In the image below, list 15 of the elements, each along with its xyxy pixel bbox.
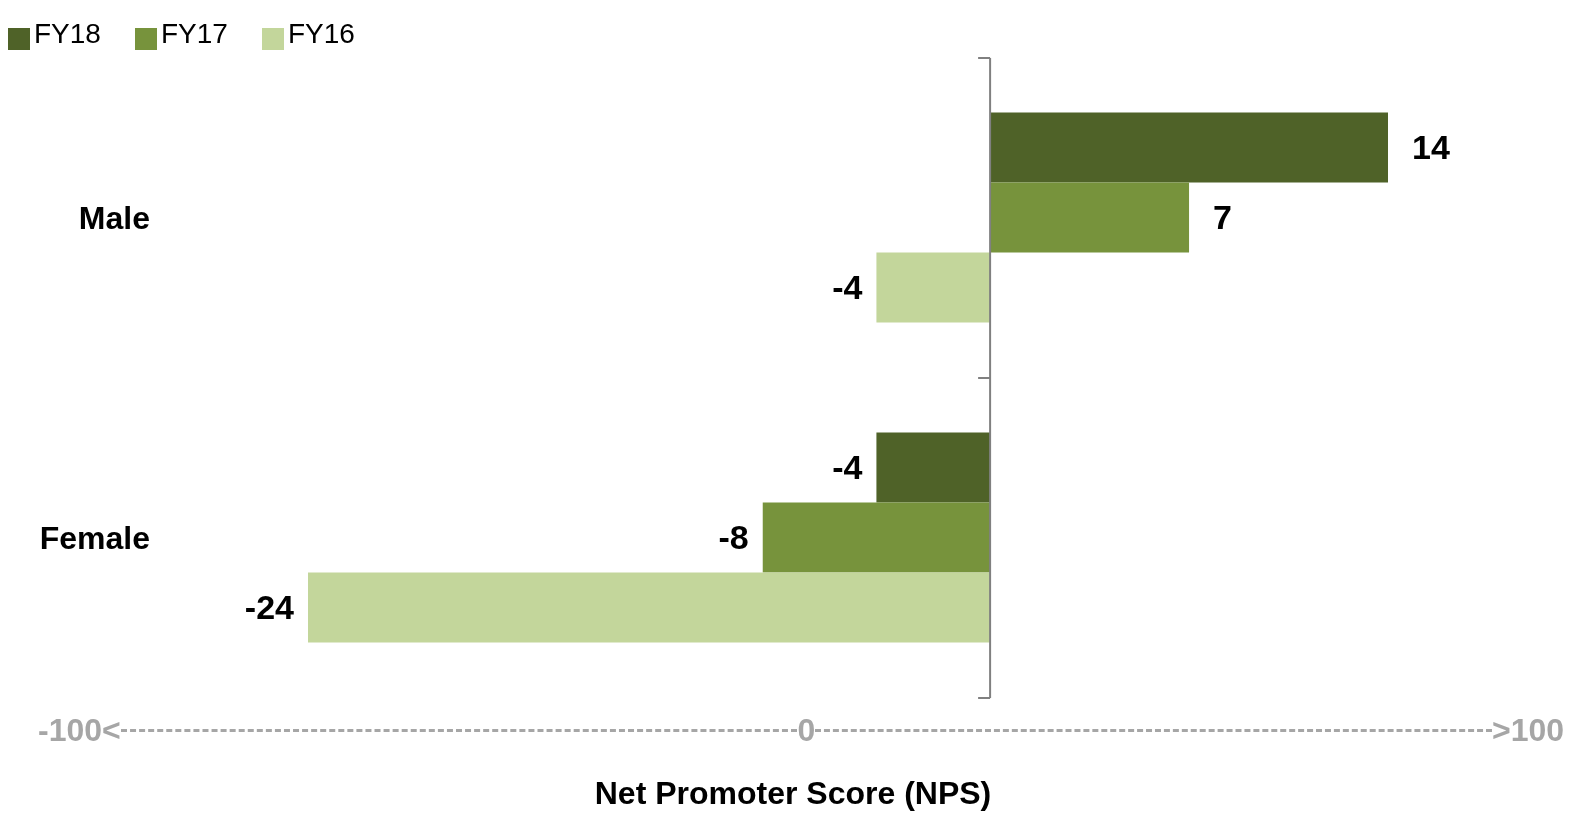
y-tick-label: Male <box>78 200 150 237</box>
legend-label: FY16 <box>287 18 355 49</box>
legend-label: FY17 <box>160 18 228 49</box>
data-label: -4 <box>832 268 863 307</box>
data-label: 7 <box>1213 198 1232 237</box>
data-label: -24 <box>244 588 295 627</box>
text: 0 <box>797 712 816 749</box>
legend-label: FY18 <box>34 18 101 49</box>
data-label: -8 <box>718 518 749 557</box>
x-axis-title: Net Promoter Score (NPS) <box>593 775 993 812</box>
text: -100< <box>38 712 121 749</box>
text: >100 <box>1491 712 1565 749</box>
data-label: -4 <box>832 448 863 487</box>
y-tick-label: Female <box>39 520 150 557</box>
data-label: 14 <box>1412 128 1450 167</box>
